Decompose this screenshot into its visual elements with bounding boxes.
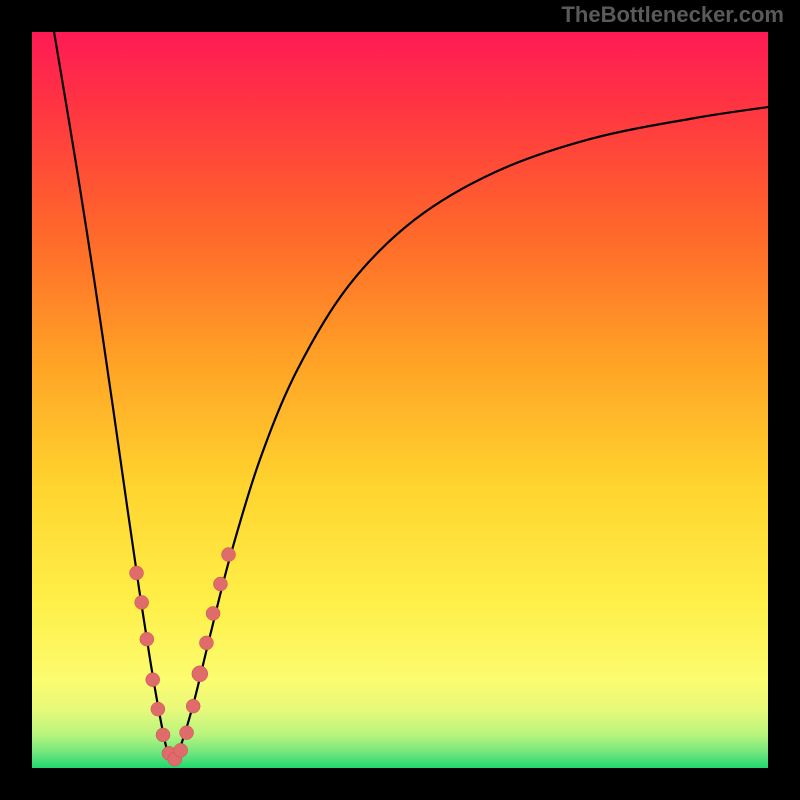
- data-marker: [222, 548, 236, 562]
- chart-container: TheBottlenecker.com: [0, 0, 800, 800]
- watermark-text: TheBottlenecker.com: [561, 2, 784, 28]
- marker-group: [130, 548, 236, 767]
- data-marker: [130, 566, 144, 580]
- data-marker: [135, 595, 149, 609]
- data-marker: [206, 606, 220, 620]
- curve-right-branch: [172, 107, 768, 764]
- curve-layer: [32, 32, 768, 768]
- data-marker: [146, 673, 160, 687]
- data-marker: [151, 702, 165, 716]
- data-marker: [180, 726, 194, 740]
- data-marker: [156, 728, 170, 742]
- data-marker: [192, 666, 208, 682]
- curve-left-branch: [54, 32, 172, 764]
- data-marker: [140, 632, 154, 646]
- plot-area: [32, 32, 768, 768]
- data-marker: [199, 636, 213, 650]
- data-marker: [174, 743, 188, 757]
- data-marker: [186, 699, 200, 713]
- data-marker: [213, 577, 227, 591]
